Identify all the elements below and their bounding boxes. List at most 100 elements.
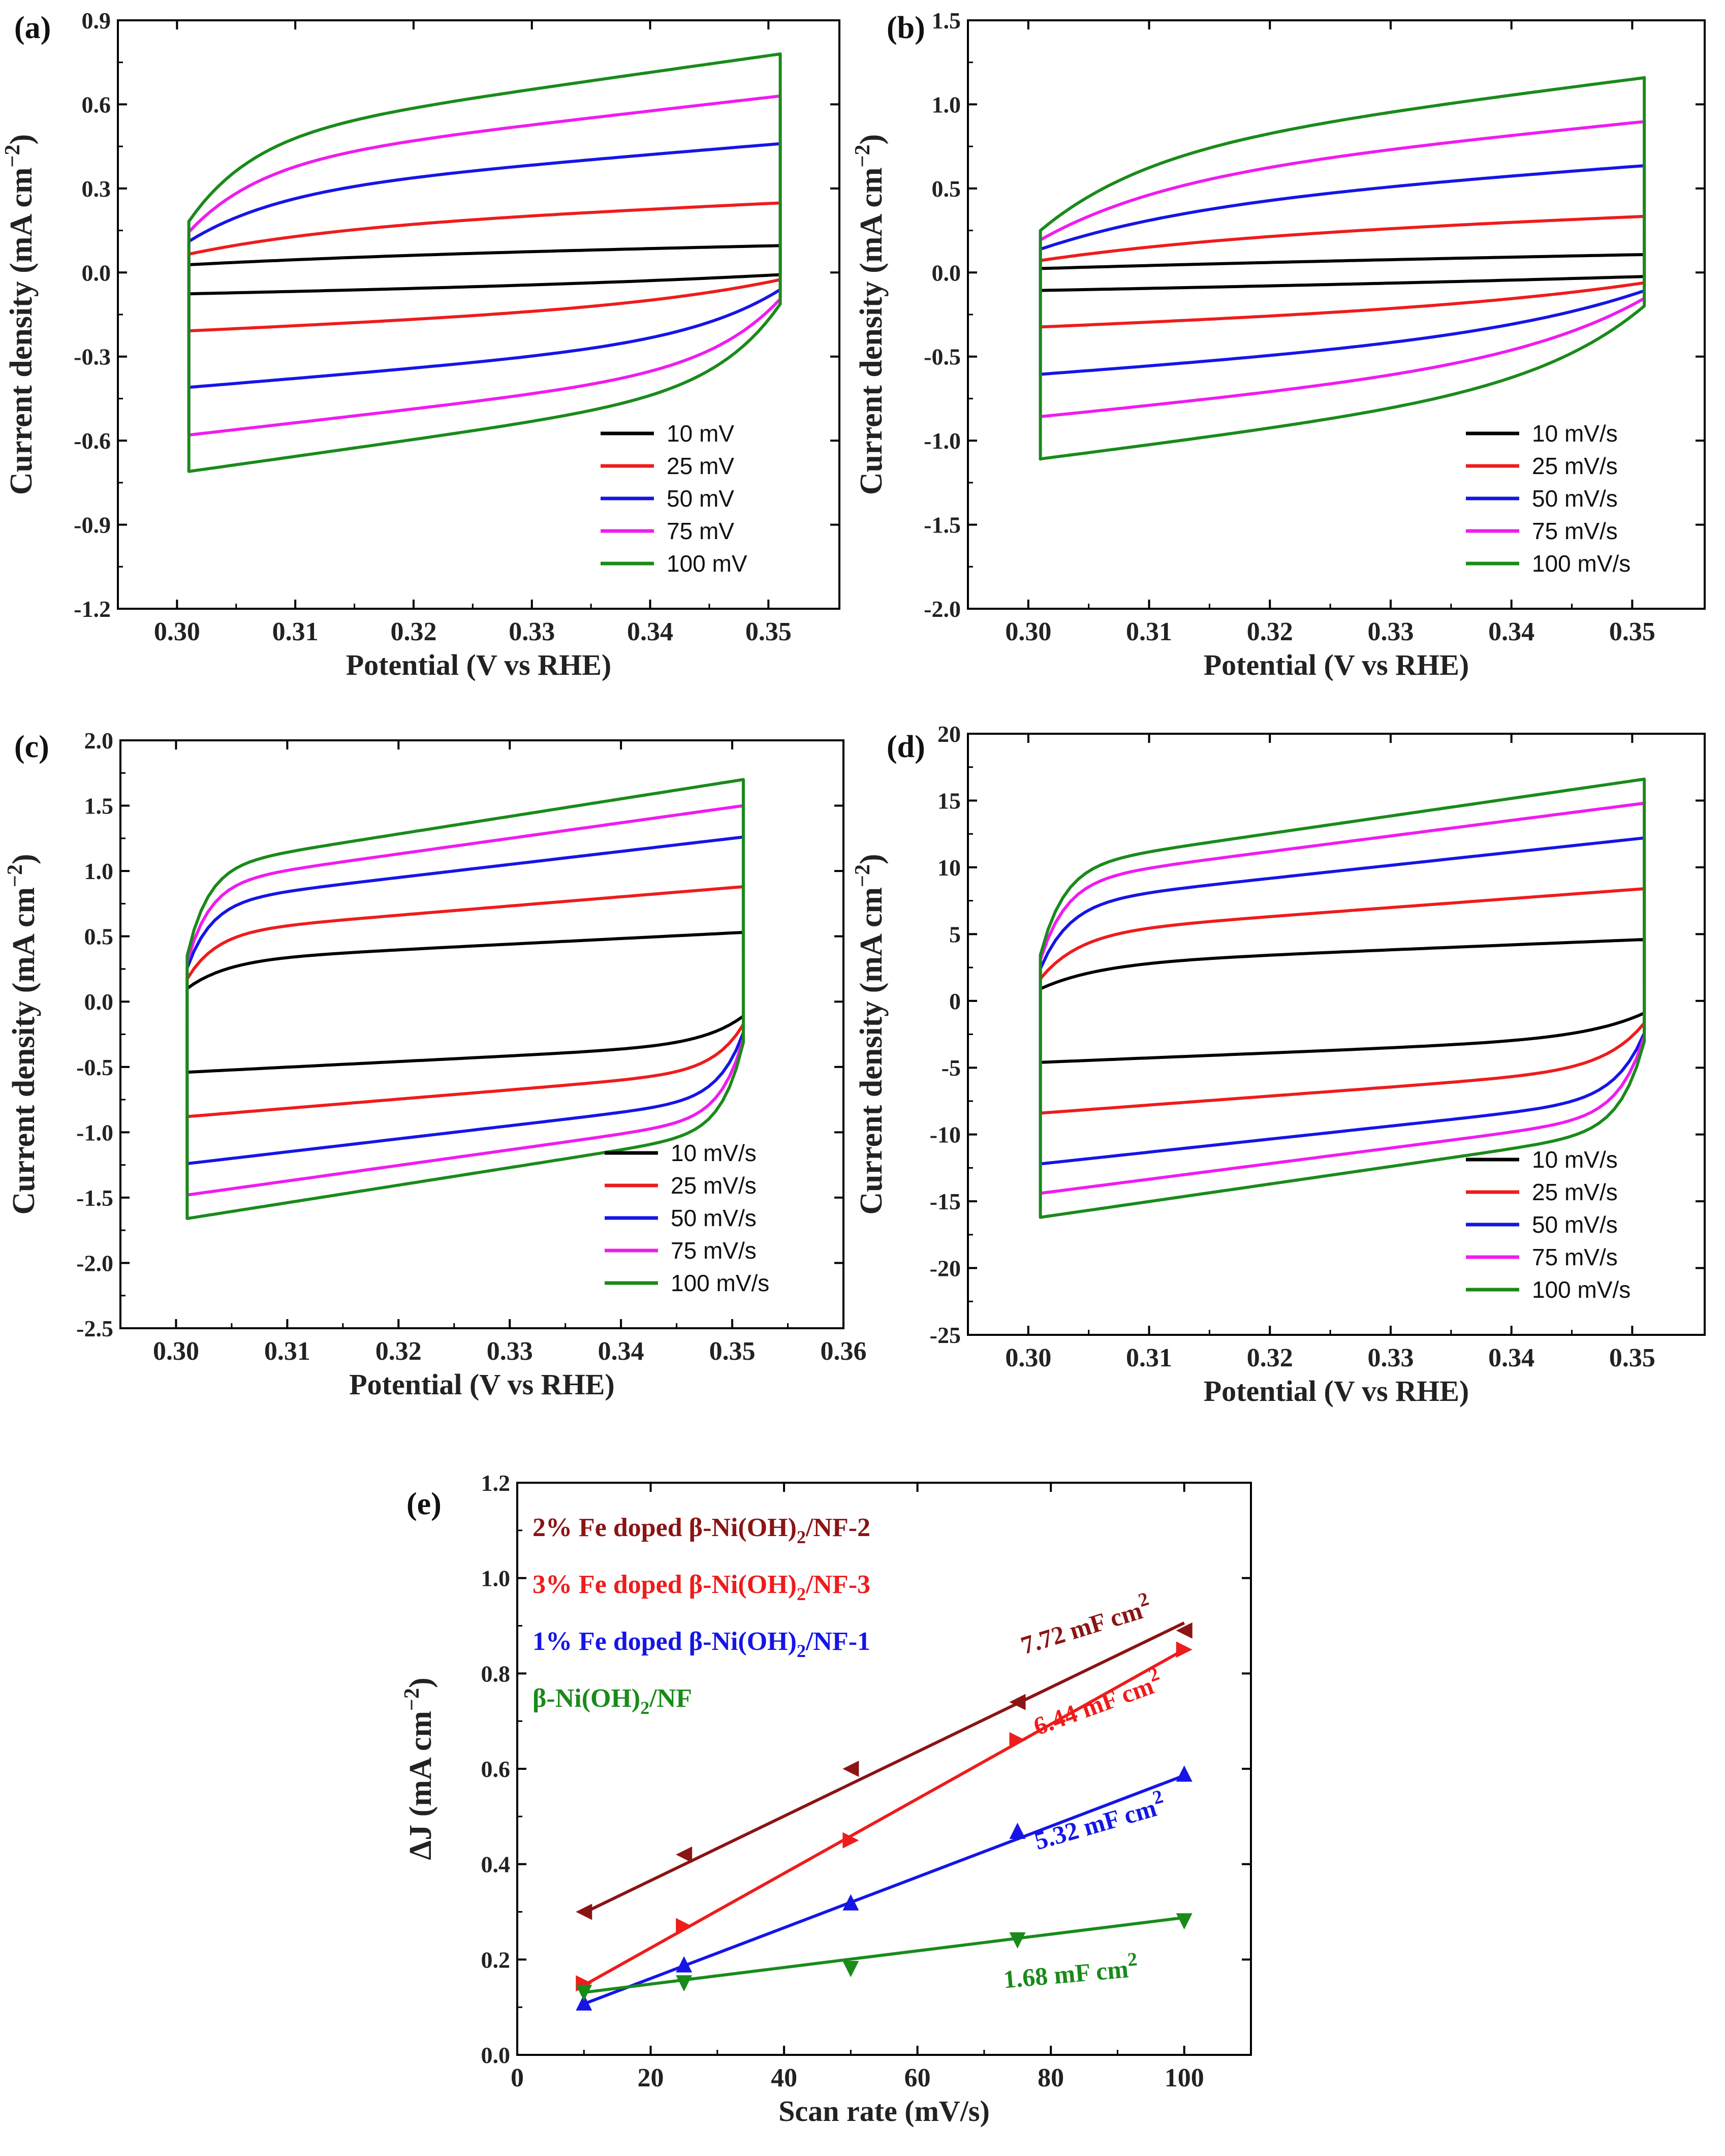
chart-panel-3: 0.30 0.31 0.32 0.33 0.34 0.35 0.36 -2.5 -2.0 -1.5… <box>4 728 867 1401</box>
data-point <box>1009 1732 1026 1748</box>
y-axis-title: ΔJ (mA cm−2) <box>400 1677 438 1860</box>
legend-label: 100 mV/s <box>1532 550 1630 577</box>
y-axis-title-close: ) <box>403 1677 438 1688</box>
y-tick-label: 15 <box>937 788 961 814</box>
y-tick-label: 0 <box>949 988 961 1014</box>
y-tick-label: 5 <box>949 921 961 947</box>
legend-label: 50 mV/s <box>1532 485 1618 512</box>
x-tick-label: 0.33 <box>509 617 555 646</box>
legend-label: 50 mV/s <box>1532 1211 1618 1238</box>
x-tick-label: 40 <box>771 2064 797 2092</box>
cv-loop-5 <box>1039 76 1646 461</box>
x-tick-label: 100 <box>1165 2064 1204 2092</box>
data-point <box>676 1846 693 1863</box>
x-tick-label: 0.35 <box>1609 1343 1655 1372</box>
y-tick-label: -1.0 <box>76 1119 113 1145</box>
panel-label: (d) <box>887 730 925 764</box>
cv-loop-5 <box>1039 777 1646 1219</box>
legend-entry-text: 1% Fe doped β-Ni(OH) <box>532 1627 797 1656</box>
legend-label: 100 mV/s <box>1532 1276 1630 1303</box>
slope-value: 1.68 mF cm <box>1002 1954 1130 1993</box>
x-tick-label: 0.32 <box>390 617 436 646</box>
data-point <box>576 1985 592 2002</box>
panel-label: (b) <box>887 11 925 45</box>
y-axis-title-sup: −2 <box>851 145 874 168</box>
x-tick-label: 0.32 <box>375 1337 422 1366</box>
legend-label: 50 mV <box>667 485 734 512</box>
cv-loop-1 <box>1039 251 1646 294</box>
x-axis-title: Scan rate (mV/s) <box>778 2095 990 2128</box>
y-tick-label: 0.0 <box>84 989 114 1015</box>
legend-label: 25 mV/s <box>671 1172 757 1199</box>
x-tick-label: 0.30 <box>1005 1343 1051 1372</box>
x-tick-label: 0.33 <box>1367 1343 1414 1372</box>
data-point <box>676 1975 693 1992</box>
data-point <box>1009 1932 1026 1949</box>
panel-label: (c) <box>14 730 49 764</box>
cv-loop-2 <box>1039 887 1646 1115</box>
y-tick-label: 20 <box>937 721 961 747</box>
x-tick-label: 0.31 <box>264 1337 310 1366</box>
x-tick-label: 0.35 <box>745 617 792 646</box>
data-point <box>676 1918 693 1934</box>
data-point <box>576 1994 592 2011</box>
x-tick-label: 0.35 <box>709 1337 756 1366</box>
data-point <box>1176 1622 1193 1639</box>
y-axis-title-sup: −2 <box>400 1688 424 1711</box>
legend-entry-text: 2% Fe doped β-Ni(OH) <box>532 1513 797 1542</box>
slope-sup: 2 <box>1126 1949 1138 1971</box>
y-tick-label: -2.5 <box>76 1316 113 1341</box>
legend-label: 25 mV/s <box>1532 1179 1618 1205</box>
x-tick-label: 0.33 <box>1367 617 1414 646</box>
y-axis-title-main: Current density (mA cm <box>7 887 41 1215</box>
y-tick-label: 1.5 <box>84 793 114 819</box>
y-tick-label: -0.5 <box>924 344 961 370</box>
y-tick-label: -20 <box>930 1256 961 1282</box>
y-axis-title-close: ) <box>854 134 889 145</box>
legend-label: 25 mV/s <box>1532 453 1618 479</box>
y-axis-title: Current density (mA cm−2) <box>851 134 889 495</box>
data-point <box>1176 1913 1193 1930</box>
legend-label: 75 mV <box>667 518 734 544</box>
legend-entry-tail: /NF-2 <box>805 1513 870 1542</box>
y-tick-label: -25 <box>930 1322 961 1348</box>
legend-label: 75 mV/s <box>671 1237 757 1264</box>
legend-entry-sub: 2 <box>797 1641 806 1661</box>
cv-loop-5 <box>185 778 745 1221</box>
y-tick-label: 1.0 <box>932 91 961 117</box>
cv-loop-1 <box>187 243 782 297</box>
y-tick-label: 0.9 <box>82 8 111 34</box>
x-axis-title: Potential (V vs RHE) <box>349 1368 615 1401</box>
legend-label: 10 mV <box>667 420 734 447</box>
y-axis-title-main: Current density (mA cm <box>4 167 39 495</box>
y-tick-label: -1.0 <box>924 428 961 454</box>
data-point <box>1009 1694 1026 1710</box>
y-tick-label: -0.5 <box>76 1054 113 1080</box>
y-tick-label: 0.6 <box>481 1756 511 1782</box>
x-axis-title: Potential (V vs RHE) <box>1204 648 1469 681</box>
y-axis-title-sup: −2 <box>851 864 874 887</box>
x-tick-label: 80 <box>1038 2064 1064 2092</box>
cv-loop-3 <box>185 835 745 1166</box>
x-tick-label: 0.35 <box>1609 617 1655 646</box>
y-axis-title-sup: −2 <box>4 864 27 887</box>
chart-panel-5: 0 20 40 60 80 100 0.0 0.2 0.4 0.6 0.8 1.0 1.2 Scan ra… <box>400 1470 1252 2128</box>
legend-entry-1: 2% Fe doped β-Ni(OH)2/NF-2 <box>532 1513 870 1547</box>
data-point <box>842 1894 859 1911</box>
y-tick-label: -15 <box>930 1189 961 1214</box>
x-tick-label: 0.31 <box>272 617 319 646</box>
slope-annotation-4: 1.68 mF cm2 <box>1001 1949 1139 1994</box>
cv-loop-1 <box>185 930 745 1074</box>
y-axis-title-main: ΔJ (mA cm <box>403 1711 438 1860</box>
y-tick-label: 0.0 <box>932 260 961 286</box>
y-axis-title: Current density (mA cm−2) <box>4 854 41 1214</box>
data-point <box>676 1956 693 1973</box>
y-tick-label: 1.0 <box>481 1566 511 1591</box>
cv-loop-2 <box>1039 213 1646 330</box>
legend-entry-sub: 2 <box>797 1527 806 1547</box>
y-tick-label: 0.6 <box>82 91 111 117</box>
y-tick-label: 1.0 <box>84 858 114 884</box>
legend-entry-tail: /NF-1 <box>805 1627 870 1656</box>
y-tick-label: -2.0 <box>76 1250 113 1276</box>
y-tick-label: -2.0 <box>924 596 961 622</box>
